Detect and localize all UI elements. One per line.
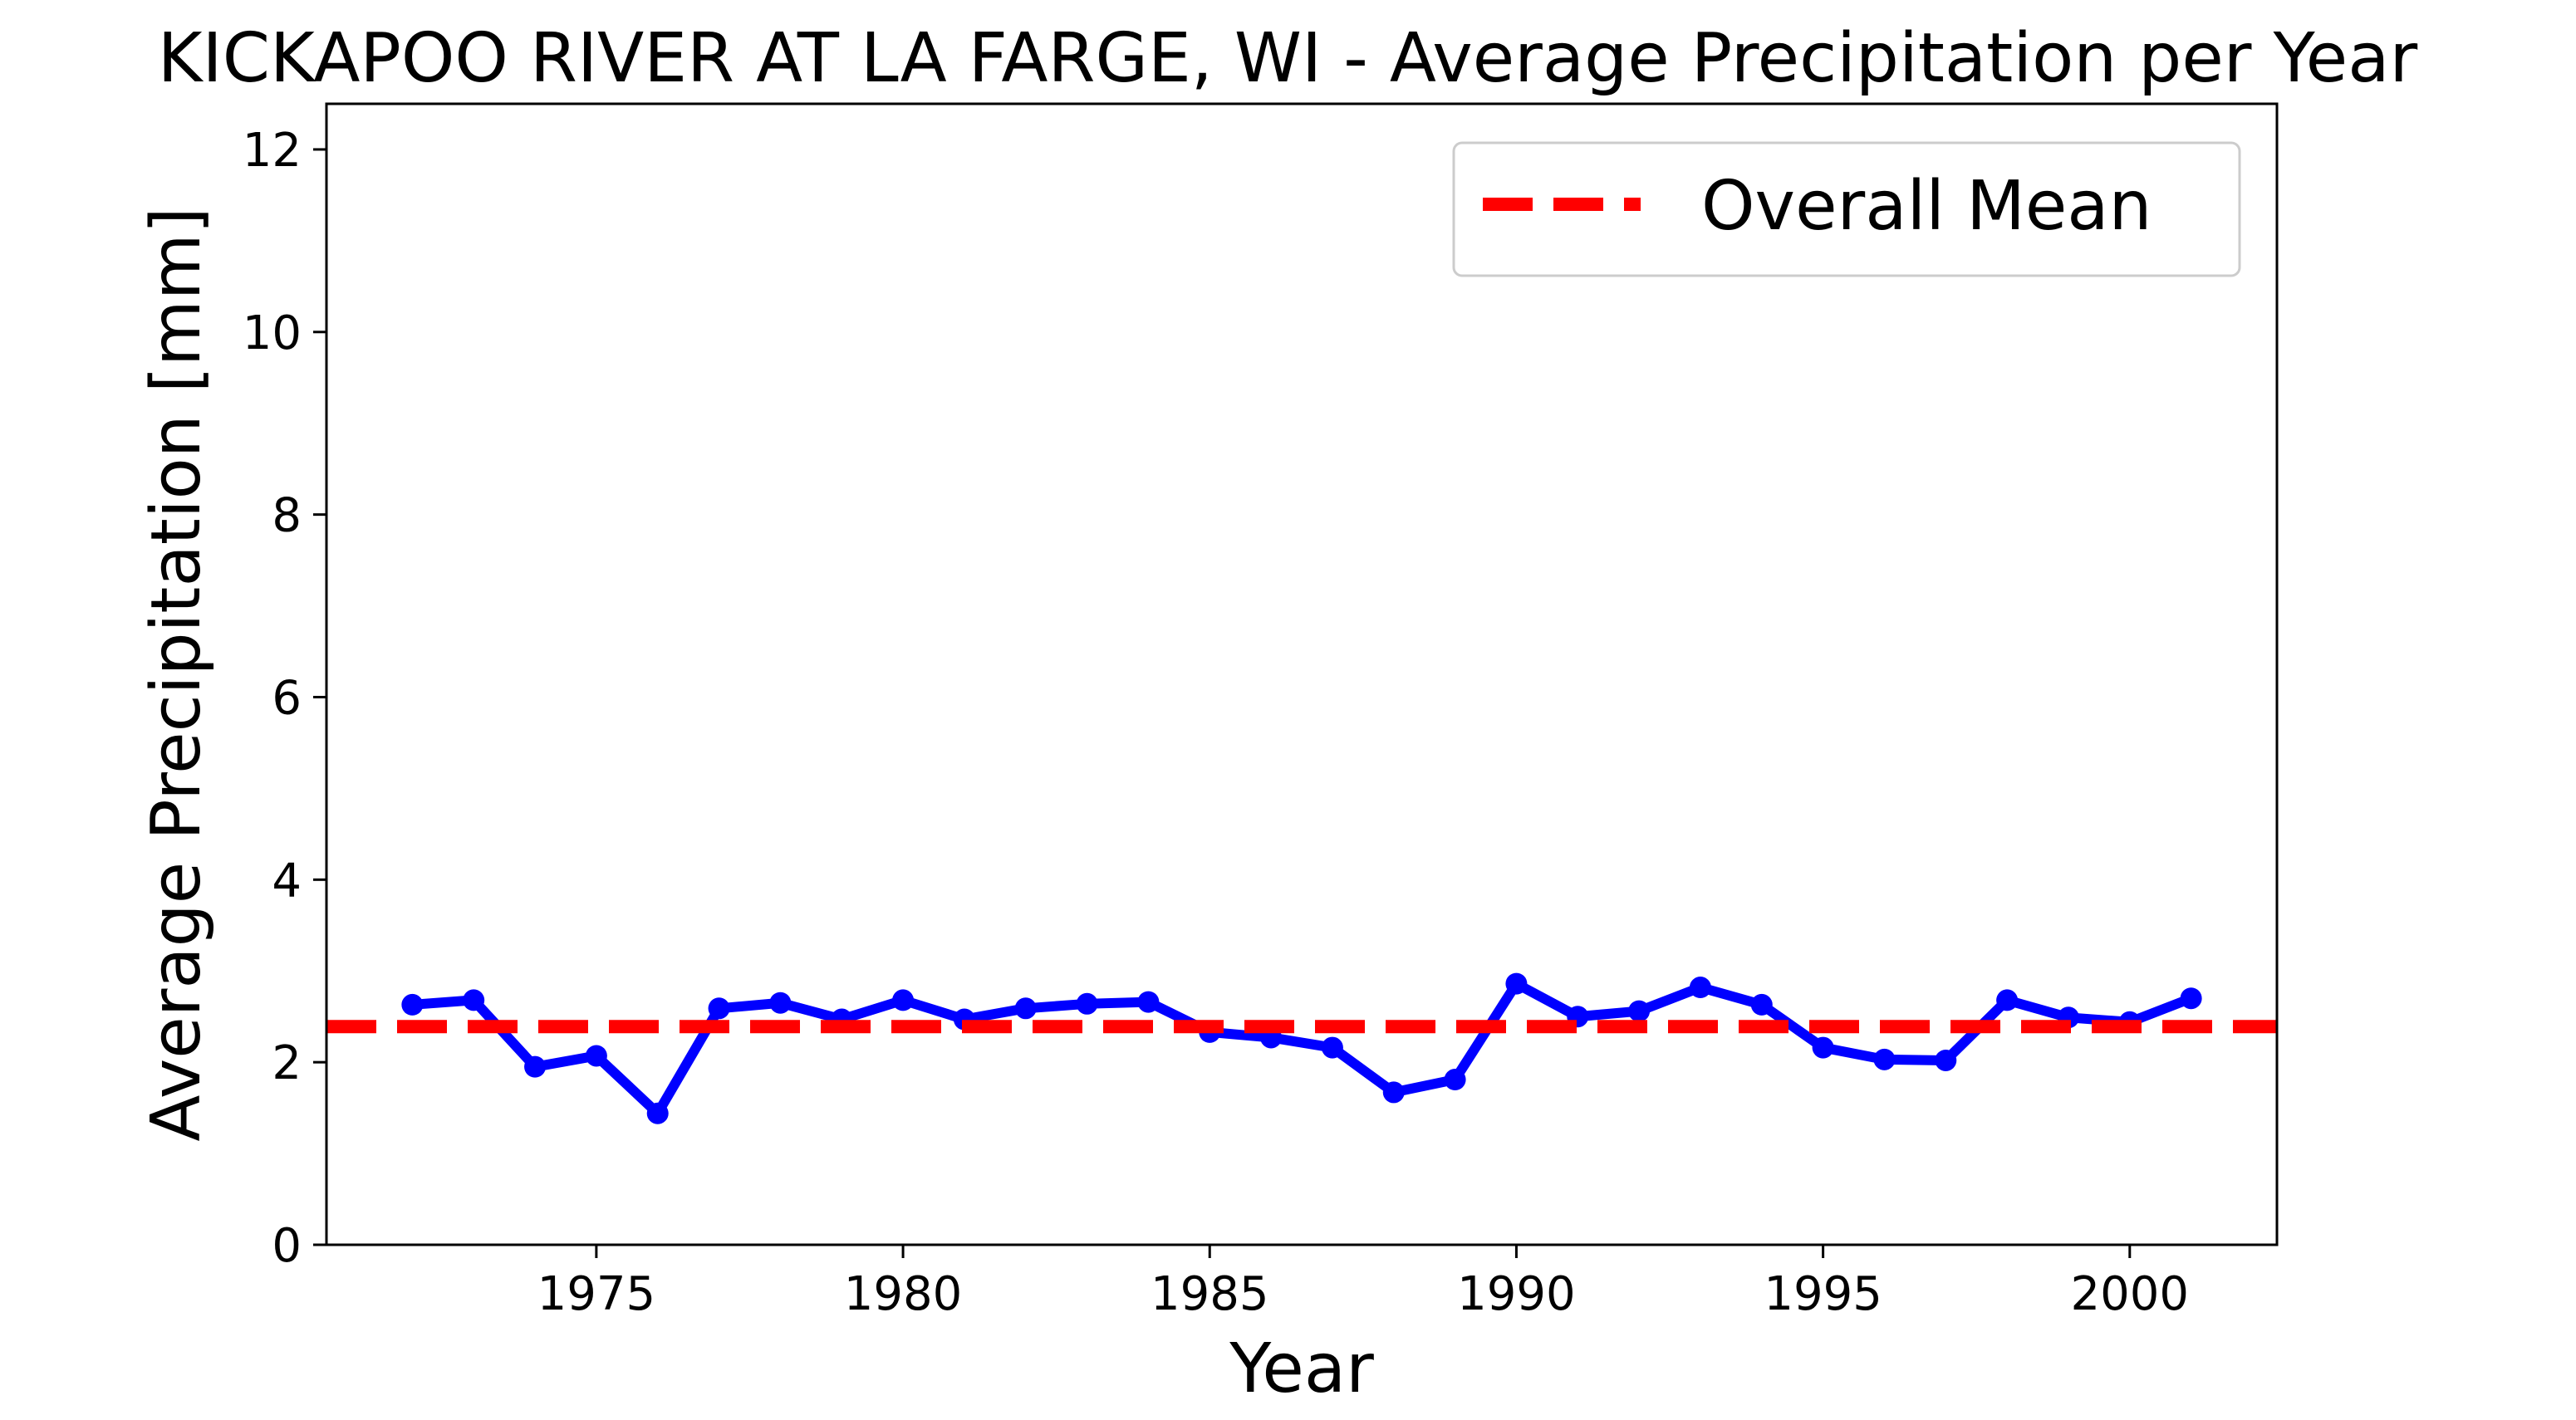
data-point <box>1321 1036 1343 1059</box>
y-tick-label: 6 <box>272 671 302 725</box>
data-point <box>646 1102 669 1124</box>
data-point <box>1444 1069 1466 1091</box>
data-point <box>463 989 485 1011</box>
axes-frame <box>325 102 2279 1246</box>
x-tick-label: 2000 <box>2071 1267 2190 1321</box>
y-tick-label: 12 <box>243 124 302 178</box>
data-point <box>1750 993 1773 1016</box>
data-point <box>524 1055 547 1078</box>
y-tick-label: 2 <box>272 1036 302 1090</box>
x-axis-label: Year <box>1229 1329 1374 1408</box>
legend-box <box>1452 141 2241 277</box>
data-point <box>1812 1036 1834 1059</box>
x-tick-label: 1975 <box>537 1267 656 1321</box>
data-point <box>1628 1000 1651 1022</box>
legend: Overall Mean <box>1452 141 2241 277</box>
y-axis-label: Average Precipitation [mm] <box>137 207 216 1141</box>
data-point <box>401 993 424 1016</box>
x-axis-ticks: 1975 1980 1985 1990 1995 2000 <box>537 1245 2189 1321</box>
data-point <box>1505 972 1528 995</box>
legend-label-overall-mean: Overall Mean <box>1701 167 2152 246</box>
x-tick-label: 1980 <box>844 1267 963 1321</box>
data-point <box>1076 992 1098 1015</box>
y-tick-label: 4 <box>272 854 302 908</box>
x-tick-label: 1990 <box>1457 1267 1576 1321</box>
data-point <box>2180 987 2202 1010</box>
data-point <box>1689 977 1711 999</box>
series-line <box>407 978 2196 1119</box>
data-point <box>892 989 915 1011</box>
y-tick-label: 8 <box>272 489 302 543</box>
data-point <box>708 997 730 1020</box>
x-tick-label: 1985 <box>1151 1267 1269 1321</box>
y-tick-label: 10 <box>243 306 302 360</box>
data-point <box>1137 991 1160 1013</box>
data-point <box>1996 989 2019 1011</box>
data-point <box>769 992 792 1014</box>
plot-area <box>326 972 2277 1124</box>
data-point <box>1935 1049 1957 1071</box>
data-point <box>1873 1048 1896 1070</box>
chart-title: KICKAPOO RIVER AT LA FARGE, WI - Average… <box>158 19 2418 98</box>
data-point <box>1382 1081 1405 1104</box>
x-tick-label: 1995 <box>1764 1267 1882 1321</box>
y-axis-ticks: 0 2 4 6 8 10 12 <box>243 124 326 1273</box>
data-point <box>585 1045 607 1067</box>
data-point <box>1014 997 1037 1020</box>
y-tick-label: 0 <box>272 1219 302 1273</box>
